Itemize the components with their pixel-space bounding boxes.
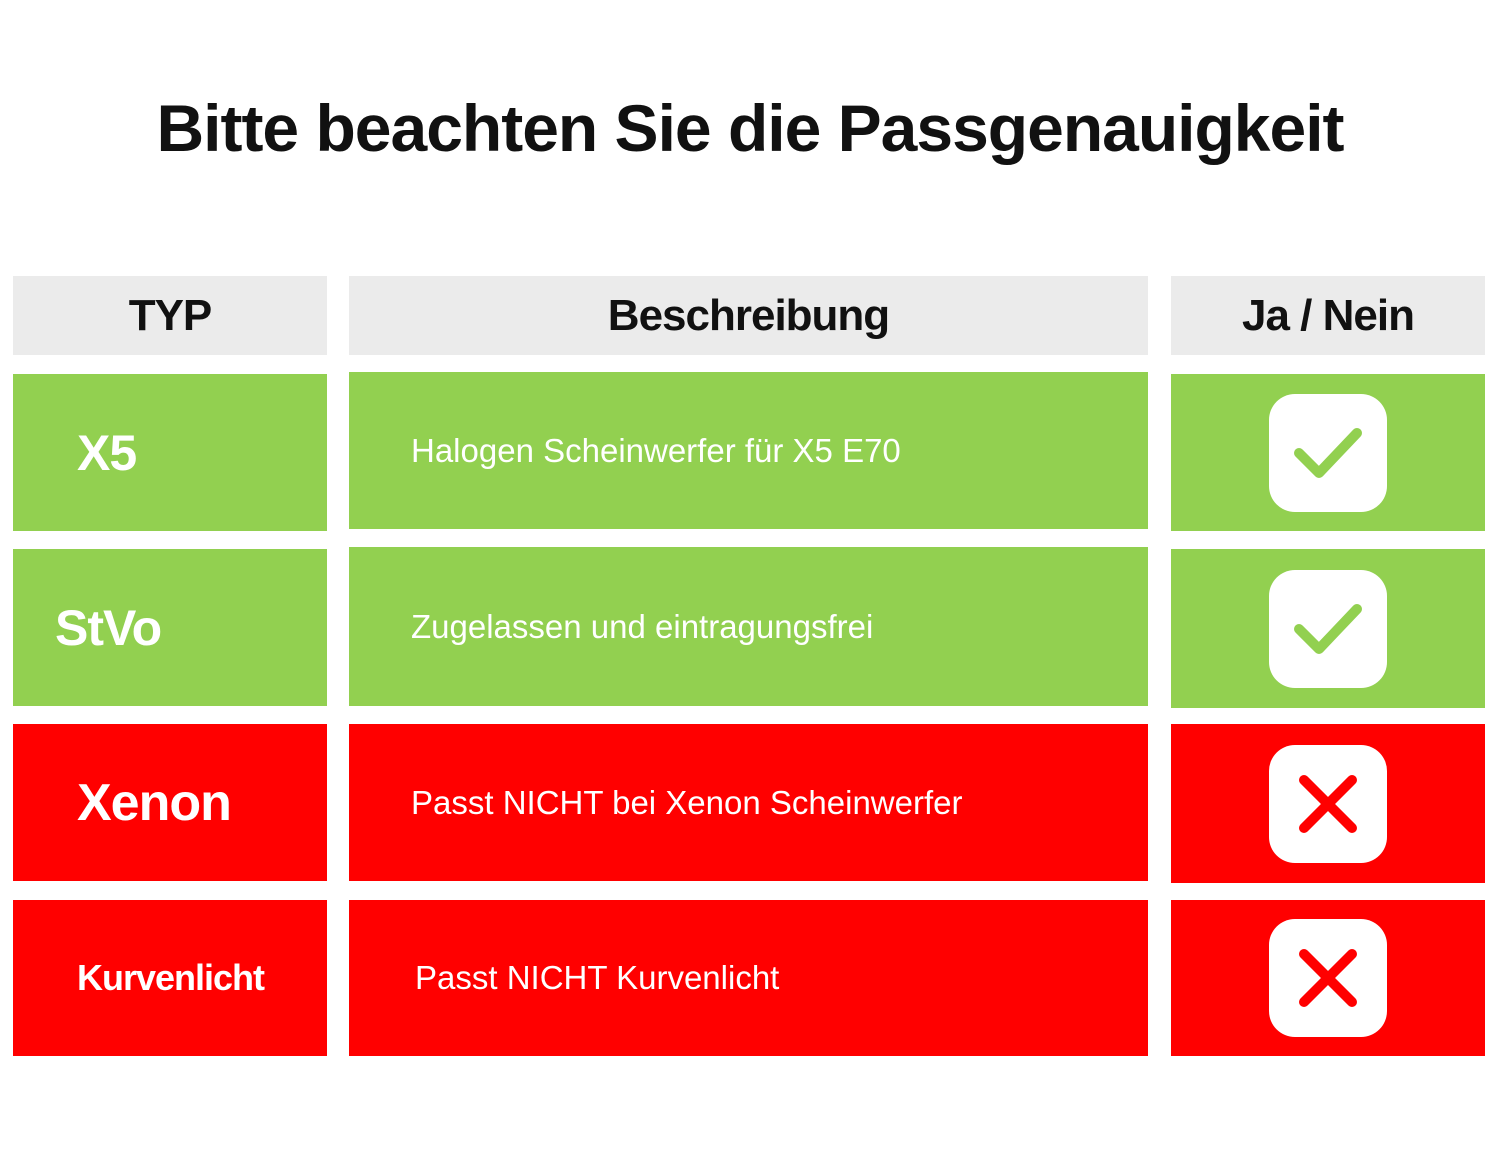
row-x5-status — [1171, 374, 1485, 531]
header-beschreibung: Beschreibung — [349, 276, 1148, 355]
typ-label: StVo — [55, 599, 162, 656]
row-xenon-typ: Xenon — [13, 724, 327, 881]
row-stvo-status — [1171, 549, 1485, 708]
typ-label: Xenon — [77, 773, 232, 832]
typ-label: X5 — [77, 424, 137, 481]
check-icon — [1294, 603, 1362, 654]
status-badge — [1269, 919, 1387, 1037]
check-icon — [1294, 427, 1362, 478]
row-xenon-beschreibung: Passt NICHT bei Xenon Scheinwerfer — [349, 724, 1148, 881]
status-badge — [1269, 744, 1387, 863]
row-stvo-beschreibung: Zugelassen und eintragungsfrei — [349, 547, 1148, 706]
cross-icon — [1299, 774, 1357, 833]
cross-icon — [1299, 949, 1357, 1007]
row-xenon-status — [1171, 724, 1485, 883]
row-x5-typ: X5 — [13, 374, 327, 531]
beschreibung-label: Zugelassen und eintragungsfrei — [411, 607, 874, 645]
row-kurvenlicht-beschreibung: Passt NICHT Kurvenlicht — [349, 900, 1148, 1056]
row-stvo-typ: StVo — [13, 549, 327, 706]
row-kurvenlicht-typ: Kurvenlicht — [13, 900, 327, 1056]
row-x5-beschreibung: Halogen Scheinwerfer für X5 E70 — [349, 372, 1148, 529]
status-badge — [1269, 393, 1387, 512]
typ-label: Kurvenlicht — [77, 957, 265, 998]
beschreibung-label: Passt NICHT bei Xenon Scheinwerfer — [411, 783, 963, 821]
page-title: Bitte beachten Sie die Passgenauigkeit — [156, 91, 1344, 165]
status-badge — [1269, 569, 1387, 688]
beschreibung-label: Halogen Scheinwerfer für X5 E70 — [411, 431, 901, 469]
beschreibung-label: Passt NICHT Kurvenlicht — [415, 959, 780, 996]
row-kurvenlicht-status — [1171, 900, 1485, 1056]
header-ja-nein: Ja / Nein — [1171, 276, 1485, 355]
header-typ: TYP — [13, 276, 327, 355]
